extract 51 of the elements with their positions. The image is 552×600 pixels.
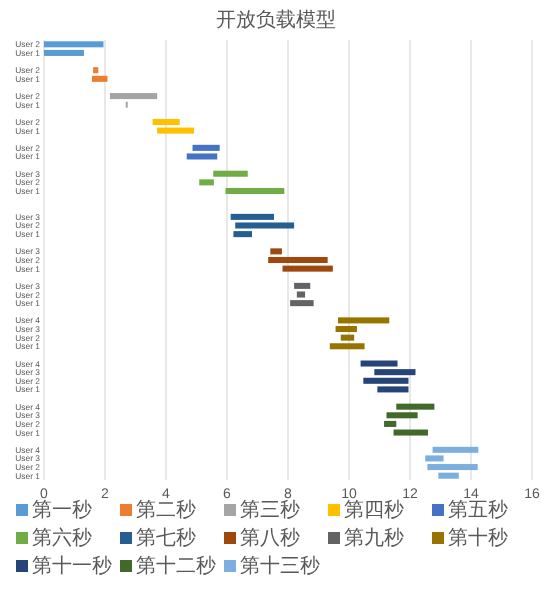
bar (109, 93, 158, 100)
legend-label: 第十秒 (448, 526, 508, 550)
bar (44, 41, 104, 48)
legend-label: 第九秒 (344, 526, 404, 550)
bar (270, 248, 282, 255)
bar (393, 429, 428, 436)
legend-label: 第七秒 (136, 526, 196, 550)
legend-label: 第十三秒 (240, 554, 320, 578)
bar (335, 326, 357, 333)
bar (374, 369, 416, 376)
bar (230, 213, 274, 220)
legend-label: 第十一秒 (32, 554, 112, 578)
legend-label: 第一秒 (32, 498, 92, 522)
bar (329, 343, 365, 350)
legend-label: 第六秒 (32, 526, 92, 550)
bar (294, 282, 311, 289)
bar (44, 49, 84, 56)
bar (338, 317, 390, 324)
bar (157, 127, 195, 134)
bar (290, 300, 314, 307)
bar (192, 144, 220, 151)
chart-title: 开放负载模型 (216, 8, 336, 32)
bar (384, 420, 397, 427)
bar (152, 118, 180, 125)
bar (93, 67, 99, 74)
bar (282, 265, 333, 272)
legend-label: 第十二秒 (136, 554, 216, 578)
bar (225, 187, 285, 194)
bar (233, 231, 253, 238)
bar (296, 291, 306, 298)
bar (235, 222, 295, 229)
legend-label: 第八秒 (240, 526, 300, 550)
legend-label: 第三秒 (240, 498, 300, 522)
bar (199, 179, 214, 186)
bar (432, 446, 479, 453)
bar (386, 412, 418, 419)
legend-label: 第五秒 (448, 498, 508, 522)
bar (213, 170, 248, 177)
bar (186, 153, 218, 160)
bar (425, 455, 444, 462)
bar (360, 360, 398, 367)
bar (363, 377, 409, 384)
bar (427, 464, 478, 471)
bar (438, 472, 459, 479)
bar (268, 256, 328, 264)
bar (91, 75, 108, 82)
bar (340, 334, 355, 341)
legend-label: 第二秒 (136, 498, 196, 522)
bar (377, 386, 409, 393)
legend-label: 第四秒 (344, 498, 404, 522)
bar (396, 403, 435, 410)
